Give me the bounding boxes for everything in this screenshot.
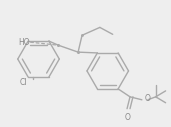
Text: O: O	[145, 94, 151, 103]
Text: Cl: Cl	[19, 78, 27, 87]
Text: O: O	[125, 113, 131, 122]
Text: HO: HO	[18, 38, 29, 47]
